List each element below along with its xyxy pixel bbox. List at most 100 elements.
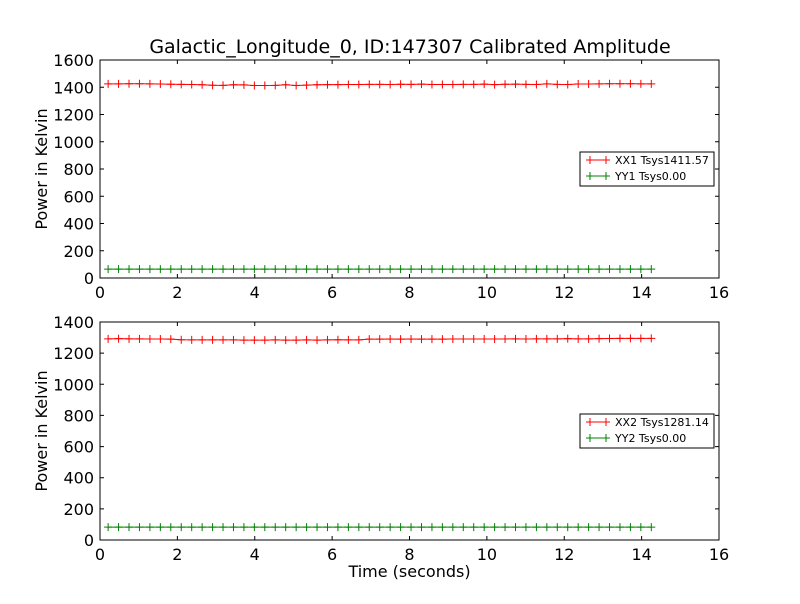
data-point-marker xyxy=(333,265,342,274)
data-point-marker xyxy=(166,523,175,532)
legend-label: XX2 Tsys1281.14 xyxy=(615,416,709,429)
legend-label: YY2 Tsys0.00 xyxy=(614,432,686,445)
legend-box xyxy=(579,413,715,449)
subplot-1: 0 2 4 6 8 10 12 14 16 0 200 400 600 800 1000 1200 1400 16… xyxy=(32,51,729,302)
data-point-marker xyxy=(271,265,280,274)
data-point-marker xyxy=(521,80,530,89)
y-tick-label: 1600 xyxy=(53,51,94,70)
data-point-marker xyxy=(542,523,551,532)
y-tick-label: 800 xyxy=(63,406,94,425)
y-tick-label: 1400 xyxy=(53,313,94,332)
x-tick-label: 14 xyxy=(631,545,651,564)
data-point-marker xyxy=(553,523,562,532)
data-point-marker xyxy=(333,80,342,89)
data-point-marker xyxy=(344,265,353,274)
data-point-marker xyxy=(574,265,583,274)
y-axis-label: Power in Kelvin xyxy=(32,108,51,229)
data-point-marker xyxy=(386,265,395,274)
data-point-marker xyxy=(302,335,311,344)
data-point-marker xyxy=(260,81,269,90)
data-point-marker xyxy=(135,79,144,88)
data-point-marker xyxy=(302,81,311,90)
data-point-marker xyxy=(250,336,259,345)
x-tick-label: 12 xyxy=(554,283,574,302)
data-point-marker xyxy=(292,336,301,345)
x-tick-label: 0 xyxy=(95,283,105,302)
x-tick-label: 10 xyxy=(477,283,497,302)
data-point-marker xyxy=(459,265,468,274)
data-point-marker xyxy=(427,335,436,344)
data-point-marker xyxy=(386,523,395,532)
data-point-marker xyxy=(229,80,238,89)
data-point-marker xyxy=(229,265,238,274)
data-point-marker xyxy=(605,265,614,274)
data-point-marker xyxy=(469,80,478,89)
data-point-marker xyxy=(615,79,624,88)
data-point-marker xyxy=(386,80,395,89)
data-point-marker xyxy=(229,523,238,532)
data-point-marker xyxy=(480,334,489,343)
x-tick-label: 6 xyxy=(327,545,337,564)
data-point-marker xyxy=(407,523,416,532)
data-point-marker xyxy=(292,265,301,274)
data-point-marker xyxy=(469,334,478,343)
data-point-marker xyxy=(407,265,416,274)
data-point-marker xyxy=(595,334,604,343)
data-point-marker xyxy=(354,80,363,89)
y-tick-label: 1400 xyxy=(53,78,94,97)
data-point-marker xyxy=(595,79,604,88)
data-point-marker xyxy=(344,335,353,344)
data-point-marker xyxy=(553,265,562,274)
data-point-marker xyxy=(521,334,530,343)
x-tick-label: 2 xyxy=(172,283,182,302)
data-point-marker xyxy=(250,523,259,532)
data-point-marker xyxy=(427,80,436,89)
x-tick-label: 12 xyxy=(554,545,574,564)
data-point-marker xyxy=(563,334,572,343)
data-point-marker xyxy=(375,335,384,344)
data-point-marker xyxy=(313,265,322,274)
data-point-marker xyxy=(396,80,405,89)
data-point-marker xyxy=(501,523,510,532)
data-point-marker xyxy=(647,334,656,343)
data-point-marker xyxy=(469,265,478,274)
data-point-marker xyxy=(615,265,624,274)
x-tick-label: 6 xyxy=(327,283,337,302)
data-point-marker xyxy=(636,523,645,532)
data-point-marker xyxy=(208,81,217,90)
data-point-marker xyxy=(260,265,269,274)
data-point-marker xyxy=(532,334,541,343)
data-point-marker xyxy=(125,523,134,532)
data-point-marker xyxy=(125,79,134,88)
data-point-marker xyxy=(354,523,363,532)
data-point-marker xyxy=(145,79,154,88)
subplot-2: 0 2 4 6 8 10 12 14 16 0 200 400 600 800 1000 1200 1400 Po… xyxy=(32,313,729,581)
data-point-marker xyxy=(354,265,363,274)
data-point-marker xyxy=(532,80,541,89)
legend: XX2 Tsys1281.14 YY2 Tsys0.00 xyxy=(579,413,715,449)
data-point-marker xyxy=(239,336,248,345)
data-point-marker xyxy=(396,265,405,274)
data-point-marker xyxy=(480,80,489,89)
data-point-marker xyxy=(208,523,217,532)
data-point-marker xyxy=(114,334,123,343)
data-point-marker xyxy=(427,523,436,532)
data-point-marker xyxy=(365,523,374,532)
data-point-marker xyxy=(501,80,510,89)
data-point-marker xyxy=(563,80,572,89)
data-point-marker xyxy=(114,523,123,532)
data-point-marker xyxy=(636,79,645,88)
data-point-marker xyxy=(219,523,228,532)
data-point-marker xyxy=(219,335,228,344)
data-point-marker xyxy=(365,335,374,344)
data-point-marker xyxy=(636,265,645,274)
data-point-marker xyxy=(647,79,656,88)
y-tick-label: 1200 xyxy=(53,344,94,363)
x-axis-label: Time (seconds) xyxy=(347,562,470,581)
data-point-marker xyxy=(521,523,530,532)
data-point-marker xyxy=(563,265,572,274)
x-tick-label: 2 xyxy=(172,545,182,564)
data-point-marker xyxy=(250,81,259,90)
y-tick-label: 1000 xyxy=(53,375,94,394)
data-point-marker xyxy=(239,265,248,274)
